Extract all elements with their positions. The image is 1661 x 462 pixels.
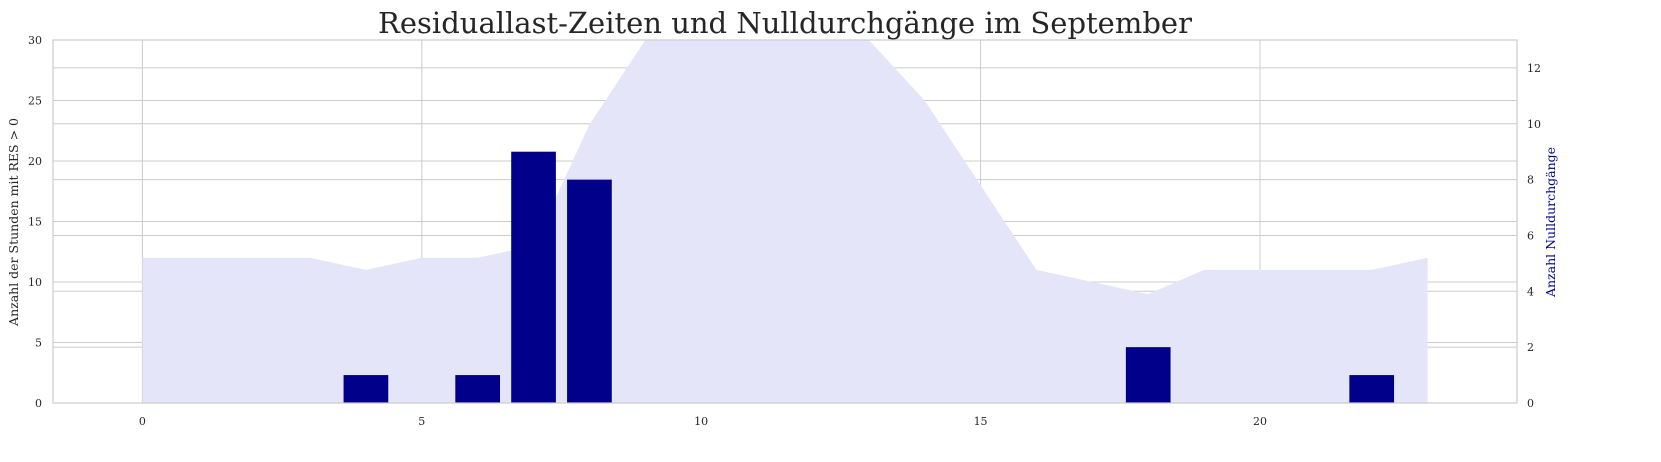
y-axis-right-label: Anzahl Nulldurchgänge [1543, 147, 1558, 298]
y-left-tick-label: 30 [28, 34, 42, 47]
x-tick-label: 5 [418, 415, 425, 428]
y-right-tick-label: 12 [1527, 62, 1541, 75]
bar [1125, 347, 1171, 403]
y-left-tick-label: 25 [28, 95, 42, 108]
y-left-tick-label: 0 [35, 397, 42, 410]
bar-series [343, 151, 1395, 403]
y-right-tick-label: 8 [1527, 174, 1534, 187]
tick-labels: 0 5 10 15 20 0 5 10 15 20 25 30 0 2 4 6 8 10 12 [28, 34, 1541, 428]
x-tick-label: 0 [139, 415, 146, 428]
y-right-tick-label: 10 [1527, 118, 1541, 131]
axes [52, 39, 1518, 404]
y-right-tick-label: 2 [1527, 341, 1534, 354]
plot-frame [52, 39, 1518, 404]
x-tick-label: 10 [694, 415, 708, 428]
bar [511, 151, 556, 403]
y-right-tick-label: 0 [1527, 397, 1534, 410]
x-tick-label: 20 [1253, 415, 1267, 428]
y-right-tick-label: 6 [1527, 229, 1534, 242]
y-right-tick-label: 4 [1527, 285, 1534, 298]
y-left-tick-label: 5 [35, 337, 42, 350]
y-axis-left-label: Anzahl der Stunden mit RES > 0 [6, 118, 21, 327]
y-left-tick-label: 10 [28, 276, 42, 289]
chart-title: Residuallast-Zeiten und Nulldurchgänge i… [378, 6, 1192, 40]
bar [567, 179, 612, 403]
y-left-tick-label: 20 [28, 155, 42, 168]
area-fill [142, 40, 1428, 403]
y-left-tick-label: 15 [28, 216, 42, 229]
x-tick-label: 15 [974, 415, 988, 428]
bar [343, 375, 389, 403]
bar [1349, 375, 1395, 403]
bar [455, 375, 501, 403]
area-series [142, 40, 1428, 403]
